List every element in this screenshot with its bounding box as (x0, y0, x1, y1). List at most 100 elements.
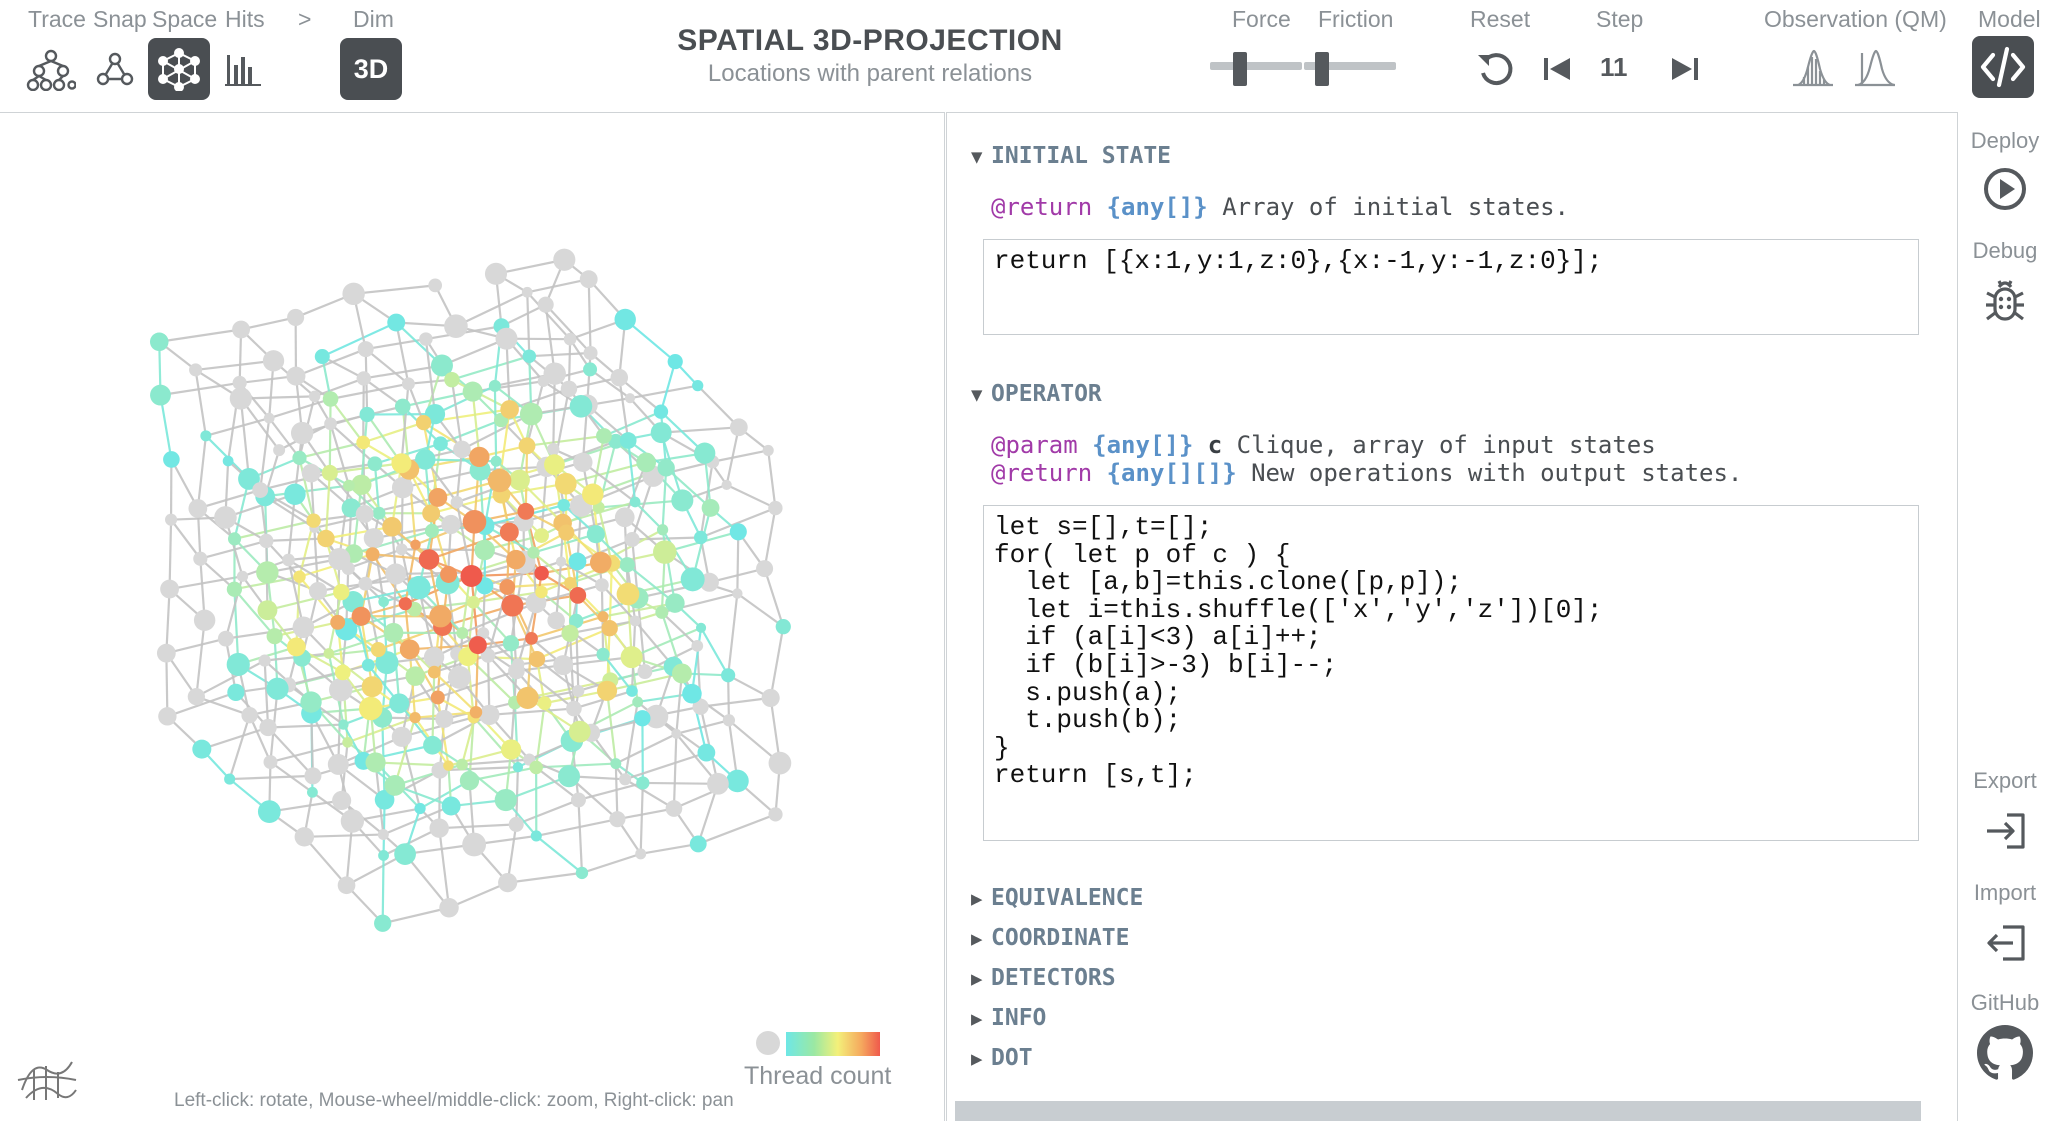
graph-node[interactable] (732, 588, 742, 598)
graph-node[interactable] (547, 612, 565, 630)
graph-node[interactable] (553, 655, 573, 675)
step-forward-button[interactable] (1654, 38, 1716, 100)
graph-node[interactable] (400, 639, 420, 659)
graph-node[interactable] (707, 773, 729, 795)
graph-node[interactable] (405, 666, 425, 686)
space-button[interactable] (148, 38, 210, 100)
spatial-graph[interactable] (0, 113, 944, 1121)
graph-node[interactable] (333, 584, 349, 600)
graph-node[interactable] (569, 587, 586, 604)
graph-node[interactable] (443, 760, 454, 771)
graph-node[interactable] (329, 678, 352, 701)
section-operator[interactable]: ▼OPERATOR (971, 381, 1102, 407)
graph-node[interactable] (723, 714, 735, 726)
graph-node[interactable] (422, 504, 440, 522)
graph-node[interactable] (414, 803, 425, 814)
graph-node[interactable] (252, 482, 268, 498)
graph-node[interactable] (657, 459, 674, 476)
graph-node[interactable] (423, 736, 442, 755)
graph-node[interactable] (323, 391, 339, 407)
section-equivalence[interactable]: ▶EQUIVALENCE (971, 885, 1143, 911)
dim-3d-button[interactable]: 3D (340, 38, 402, 100)
reset-button[interactable] (1464, 38, 1526, 100)
graph-node[interactable] (448, 666, 471, 689)
graph-node[interactable] (694, 443, 715, 464)
graph-node[interactable] (291, 422, 313, 444)
graph-node[interactable] (556, 556, 566, 566)
graph-node[interactable] (529, 761, 543, 775)
graph-node[interactable] (625, 393, 635, 403)
graph-node[interactable] (611, 369, 629, 387)
graph-node[interactable] (378, 850, 389, 861)
graph-node[interactable] (241, 707, 257, 723)
graph-node[interactable] (165, 514, 177, 526)
graph-node[interactable] (362, 676, 383, 697)
graph-node[interactable] (590, 552, 612, 574)
graph-node[interactable] (456, 627, 468, 639)
graph-node[interactable] (630, 615, 641, 626)
graph-node[interactable] (286, 367, 305, 386)
graph-node[interactable] (615, 309, 636, 330)
graph-node[interactable] (460, 565, 482, 587)
graph-node[interactable] (601, 620, 617, 636)
graph-node[interactable] (218, 631, 234, 647)
graph-node[interactable] (523, 349, 537, 363)
graph-node[interactable] (343, 480, 355, 492)
graph-node[interactable] (584, 346, 598, 360)
graph-node[interactable] (341, 809, 364, 832)
graph-node[interactable] (359, 697, 383, 721)
graph-node[interactable] (387, 314, 405, 332)
graph-node[interactable] (501, 595, 523, 617)
graph-node[interactable] (227, 653, 250, 676)
graph-node[interactable] (769, 752, 792, 775)
observation-curve-button[interactable] (1844, 38, 1906, 100)
graph-node[interactable] (535, 586, 548, 599)
graph-node[interactable] (569, 553, 587, 571)
graph-node[interactable] (424, 647, 444, 667)
graph-node[interactable] (583, 362, 597, 376)
graph-node[interactable] (419, 332, 432, 345)
graph-node[interactable] (224, 774, 235, 785)
graph-node[interactable] (227, 582, 242, 597)
graph-node[interactable] (150, 332, 169, 351)
graph-node[interactable] (636, 776, 649, 789)
graph-node[interactable] (409, 712, 420, 723)
graph-node[interactable] (506, 550, 525, 569)
graph-node[interactable] (267, 628, 283, 644)
graph-node[interactable] (489, 380, 501, 392)
github-button[interactable] (1974, 1022, 2036, 1084)
graph-node[interactable] (463, 510, 487, 534)
graph-node[interactable] (558, 765, 580, 787)
graph-node[interactable] (284, 484, 305, 505)
graph-node[interactable] (587, 525, 605, 543)
graph-node[interactable] (292, 451, 306, 465)
graph-node[interactable] (429, 818, 448, 837)
graph-node[interactable] (396, 544, 408, 556)
graph-node[interactable] (595, 578, 609, 592)
graph-node[interactable] (682, 684, 702, 704)
graph-node[interactable] (651, 422, 672, 443)
graph-node[interactable] (322, 465, 338, 481)
graph-node[interactable] (509, 817, 524, 832)
graph-node[interactable] (538, 696, 552, 710)
graph-node[interactable] (691, 640, 703, 652)
graph-node[interactable] (499, 579, 515, 595)
graph-node[interactable] (264, 413, 275, 424)
friction-slider-handle[interactable] (1315, 52, 1329, 86)
graph-node[interactable] (469, 636, 487, 654)
graph-node[interactable] (394, 843, 416, 865)
graph-node[interactable] (431, 690, 445, 704)
graph-node[interactable] (596, 428, 612, 444)
graph-node[interactable] (342, 283, 364, 305)
section-dot[interactable]: ▶DOT (971, 1045, 1033, 1071)
graph-node[interactable] (419, 549, 439, 569)
graph-node[interactable] (463, 382, 483, 402)
graph-node[interactable] (425, 524, 439, 538)
operator-code[interactable]: let s=[],t=[]; for( let p of c ) { let [… (983, 505, 1919, 841)
graph-panel[interactable] (0, 112, 945, 1121)
graph-node[interactable] (573, 453, 592, 472)
section-initial-state[interactable]: ▼INITIAL STATE (971, 143, 1171, 169)
graph-node[interactable] (306, 513, 320, 527)
graph-node[interactable] (300, 691, 321, 712)
graph-node[interactable] (352, 607, 371, 626)
